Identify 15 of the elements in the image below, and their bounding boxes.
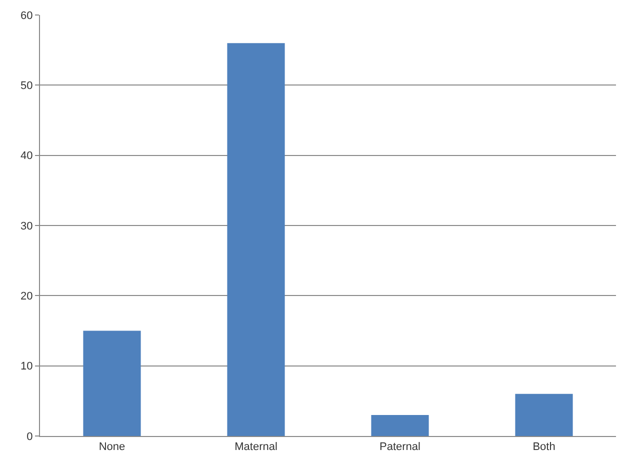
- y-tick-label: 30: [20, 220, 33, 232]
- bar: [83, 330, 141, 436]
- y-tick-label: 50: [20, 80, 33, 92]
- y-tick-label: 10: [20, 360, 33, 373]
- x-tick-label: Both: [532, 441, 556, 454]
- y-tick-label: 40: [20, 150, 33, 162]
- x-tick-label: Paternal: [380, 441, 420, 454]
- y-tick-label: 20: [20, 290, 33, 303]
- x-tick-label: None: [98, 441, 126, 454]
- bar: [227, 43, 285, 436]
- x-tick-label: Maternal: [234, 441, 278, 454]
- bar: [515, 394, 573, 436]
- y-tick-label: 60: [20, 10, 33, 22]
- y-tick-label: 0: [26, 430, 33, 443]
- bar: [371, 414, 429, 436]
